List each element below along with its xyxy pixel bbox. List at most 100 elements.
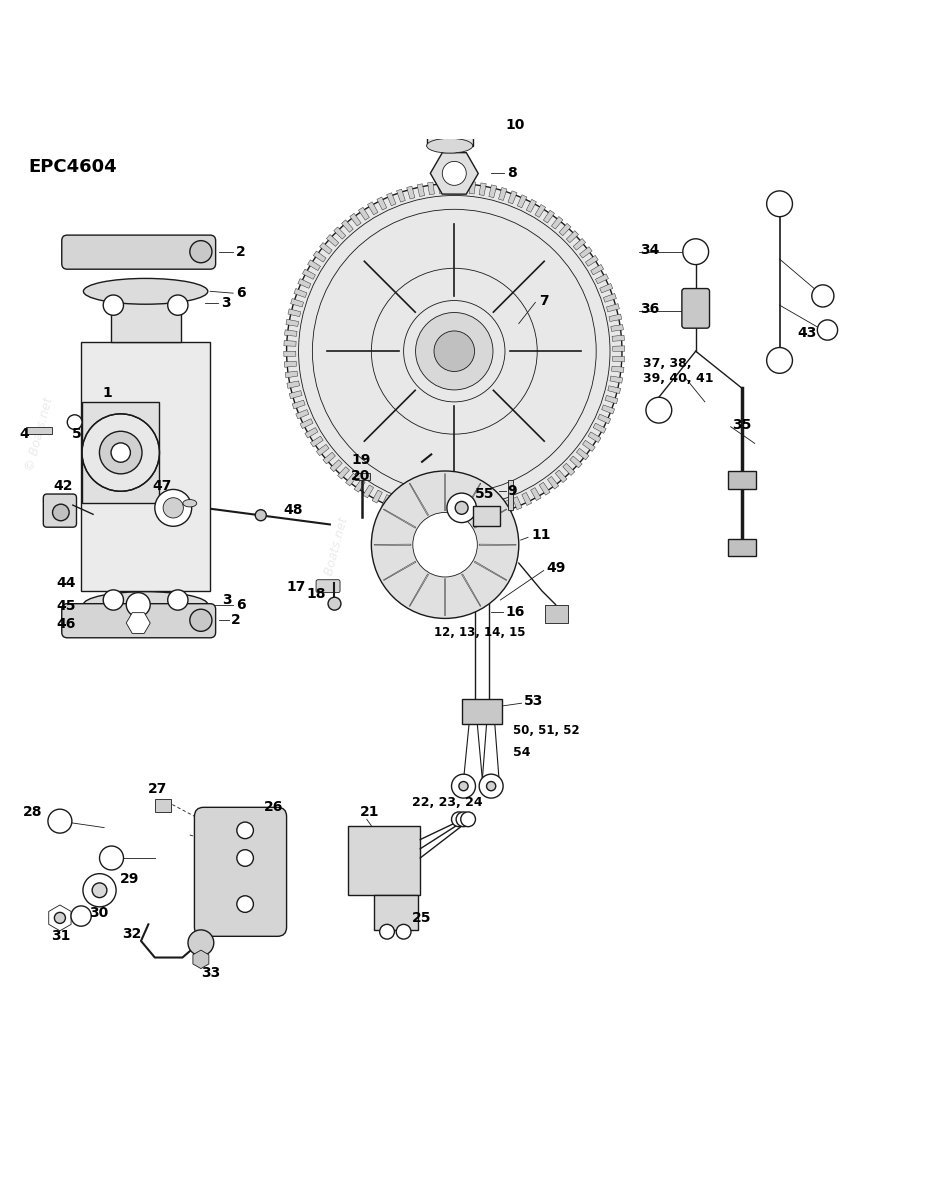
Circle shape xyxy=(155,490,192,527)
Polygon shape xyxy=(530,487,541,500)
Polygon shape xyxy=(600,283,613,293)
Polygon shape xyxy=(555,470,567,482)
Text: © Boats.net: © Boats.net xyxy=(318,516,350,593)
Circle shape xyxy=(818,320,838,340)
Polygon shape xyxy=(316,444,329,456)
Text: 46: 46 xyxy=(57,617,76,631)
Polygon shape xyxy=(479,544,516,545)
Polygon shape xyxy=(296,409,309,419)
Polygon shape xyxy=(375,544,411,545)
Polygon shape xyxy=(354,480,365,492)
Polygon shape xyxy=(570,456,582,468)
Ellipse shape xyxy=(425,116,475,134)
Polygon shape xyxy=(548,476,559,490)
Polygon shape xyxy=(285,330,297,336)
Text: 5: 5 xyxy=(72,427,82,442)
Polygon shape xyxy=(384,509,416,528)
Polygon shape xyxy=(602,404,615,414)
Ellipse shape xyxy=(183,499,197,506)
Text: 27: 27 xyxy=(147,782,167,796)
FancyBboxPatch shape xyxy=(62,604,216,637)
Polygon shape xyxy=(609,314,622,322)
Polygon shape xyxy=(284,352,296,356)
Circle shape xyxy=(461,812,476,827)
Polygon shape xyxy=(527,199,537,212)
Polygon shape xyxy=(459,181,465,193)
Circle shape xyxy=(328,598,341,610)
Polygon shape xyxy=(585,256,598,266)
Circle shape xyxy=(415,312,493,390)
Text: 35: 35 xyxy=(732,418,752,432)
Polygon shape xyxy=(475,509,507,528)
Text: 16: 16 xyxy=(506,605,526,619)
Bar xyxy=(81,342,210,590)
Polygon shape xyxy=(522,492,532,505)
Polygon shape xyxy=(308,260,321,270)
Polygon shape xyxy=(444,578,446,616)
Text: 9: 9 xyxy=(508,485,517,498)
Circle shape xyxy=(99,431,142,474)
Polygon shape xyxy=(475,562,507,581)
Text: 49: 49 xyxy=(546,560,565,575)
Circle shape xyxy=(190,610,212,631)
Polygon shape xyxy=(382,494,391,508)
Polygon shape xyxy=(288,308,300,317)
Ellipse shape xyxy=(426,138,473,154)
Polygon shape xyxy=(613,346,625,352)
Text: 32: 32 xyxy=(122,926,142,941)
Polygon shape xyxy=(590,264,603,275)
Bar xyxy=(728,539,756,556)
Circle shape xyxy=(459,781,468,791)
Polygon shape xyxy=(377,197,387,210)
Polygon shape xyxy=(349,214,362,226)
Polygon shape xyxy=(330,460,342,472)
Text: 48: 48 xyxy=(284,503,303,517)
Circle shape xyxy=(456,812,471,827)
Polygon shape xyxy=(444,509,450,522)
Polygon shape xyxy=(563,463,575,475)
Polygon shape xyxy=(372,490,382,503)
Circle shape xyxy=(683,239,708,264)
Polygon shape xyxy=(407,186,415,199)
Polygon shape xyxy=(513,497,522,510)
Circle shape xyxy=(451,812,466,827)
Polygon shape xyxy=(494,504,502,516)
Polygon shape xyxy=(552,216,563,229)
Text: 22, 23, 24: 22, 23, 24 xyxy=(412,797,483,809)
Circle shape xyxy=(646,397,672,424)
Text: 43: 43 xyxy=(797,325,817,340)
Circle shape xyxy=(236,822,253,839)
Bar xyxy=(155,799,171,812)
Text: 42: 42 xyxy=(54,479,73,493)
Bar xyxy=(82,402,159,503)
Text: 37, 38,
39, 40, 41: 37, 38, 39, 40, 41 xyxy=(643,358,714,385)
Polygon shape xyxy=(412,505,420,517)
Polygon shape xyxy=(289,391,302,398)
Polygon shape xyxy=(540,482,550,496)
Circle shape xyxy=(487,781,496,791)
Text: 6: 6 xyxy=(235,598,246,612)
Bar xyxy=(375,895,418,930)
Polygon shape xyxy=(367,202,378,215)
Text: 12, 13, 14, 15: 12, 13, 14, 15 xyxy=(434,625,526,638)
Polygon shape xyxy=(341,220,353,233)
Ellipse shape xyxy=(83,592,208,618)
Polygon shape xyxy=(608,385,621,394)
Polygon shape xyxy=(438,181,444,193)
Polygon shape xyxy=(595,274,608,283)
Bar xyxy=(26,427,52,434)
Polygon shape xyxy=(359,208,369,220)
Circle shape xyxy=(286,184,622,518)
Polygon shape xyxy=(300,419,313,428)
Polygon shape xyxy=(606,304,619,312)
Polygon shape xyxy=(294,288,307,298)
Text: 44: 44 xyxy=(57,576,76,590)
Circle shape xyxy=(55,912,66,924)
Text: 4: 4 xyxy=(19,427,29,442)
Polygon shape xyxy=(311,436,324,448)
Circle shape xyxy=(767,191,793,217)
Circle shape xyxy=(447,493,476,522)
Text: 26: 26 xyxy=(263,800,283,815)
Circle shape xyxy=(68,415,82,430)
Text: © Boats.net: © Boats.net xyxy=(318,266,350,343)
